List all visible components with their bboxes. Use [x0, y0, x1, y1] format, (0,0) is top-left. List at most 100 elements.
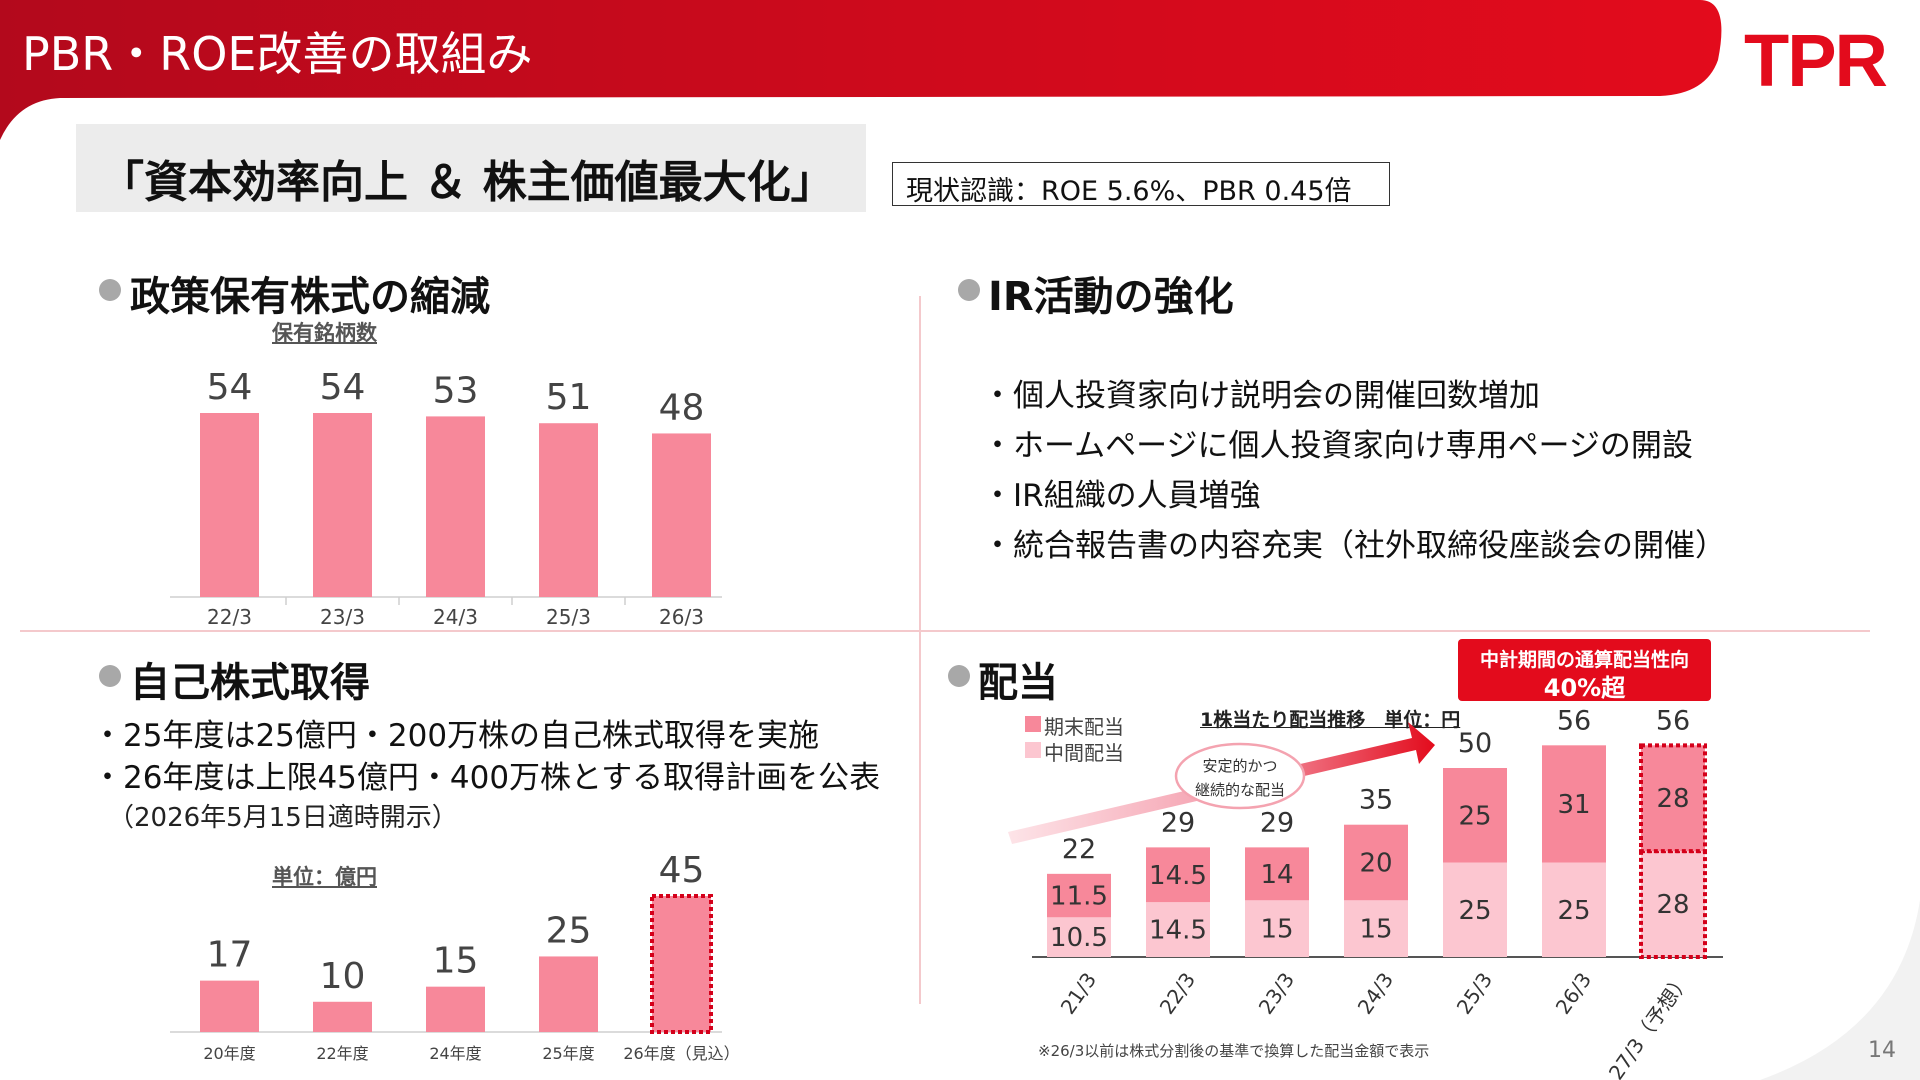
data-label: 25	[546, 910, 592, 951]
data-label: 54	[207, 367, 253, 408]
holdings-title: 政策保有株式の縮減	[130, 274, 490, 320]
bar-interim	[1542, 862, 1606, 957]
holdings-chart: 54 22/3 54 23/3 53 24/3 51 25/3 48 26/3	[170, 367, 722, 629]
status-box	[892, 162, 1390, 206]
status-text: 現状認識：ROE 5.6%、PBR 0.45倍	[906, 176, 1352, 207]
final-label: 28	[1656, 784, 1689, 814]
bar	[200, 413, 259, 597]
tick-label: 24/3	[433, 605, 478, 629]
slogan-box	[76, 124, 866, 212]
bar	[652, 433, 711, 597]
interim-label: 25	[1458, 896, 1491, 926]
bullet-dot	[99, 665, 121, 687]
interim-label: 15	[1359, 915, 1392, 945]
ir-item: ・統合報告書の内容充実（社外取締役座談会の開催）	[982, 528, 1726, 564]
arrow-text-line2: 継続的な配当	[1195, 781, 1285, 799]
buyback-unit: 単位：億円	[272, 865, 377, 889]
bar-interim	[1047, 917, 1111, 957]
tick-label: 26/3	[1551, 968, 1596, 1019]
total-label: 22	[1062, 834, 1096, 865]
legend-interim-swatch	[1025, 742, 1041, 758]
total-label: 29	[1161, 807, 1195, 838]
bar-final	[1245, 847, 1309, 901]
arrow-callout	[1174, 742, 1306, 810]
holdings-sublabel: 保有銘柄数	[272, 321, 377, 345]
bar-final	[1047, 873, 1111, 918]
ir-item: ・IR組織の人員増強	[982, 478, 1261, 514]
ir-item: ・個人投資家向け説明会の開催回数増加	[982, 378, 1540, 414]
bar	[539, 423, 598, 597]
tick-label: 22/3	[207, 605, 252, 629]
bar-final	[1344, 824, 1408, 901]
total-label: 29	[1260, 807, 1294, 838]
total-label: 35	[1359, 785, 1393, 816]
total-label: 56	[1557, 705, 1591, 736]
data-label: 15	[433, 941, 479, 982]
interim-label: 28	[1656, 890, 1689, 920]
buyback-title: 自己株式取得	[130, 660, 370, 706]
tick-label: 22/3	[1155, 968, 1200, 1019]
bullet-dot	[948, 665, 970, 687]
tick-label: 21/3	[1056, 968, 1101, 1019]
final-label: 25	[1458, 801, 1491, 831]
final-label: 14	[1260, 860, 1293, 890]
total-label: 56	[1656, 705, 1690, 736]
bar	[313, 1001, 372, 1032]
bar-interim	[1344, 900, 1408, 957]
bar-final	[1639, 743, 1707, 854]
final-label: 14.5	[1149, 861, 1207, 891]
tick-label: 27/3（予想）	[1604, 968, 1695, 1080]
bar	[313, 413, 372, 597]
interim-label: 15	[1260, 915, 1293, 945]
data-label: 51	[546, 377, 592, 418]
page-title: PBR・ROE改善の取組み	[22, 27, 533, 81]
tick-label: 24/3	[1353, 968, 1398, 1019]
tick-label: 25/3	[1452, 968, 1497, 1019]
divider-horizontal	[20, 630, 1870, 632]
final-label: 20	[1359, 849, 1392, 879]
buyback-line: ・26年度は上限45億円・400万株とする取得計画を公表	[92, 760, 881, 796]
total-label: 50	[1458, 728, 1492, 759]
payout-target-box	[1458, 639, 1711, 701]
arrow-text-line1: 安定的かつ	[1202, 757, 1277, 775]
interim-label: 25	[1557, 896, 1590, 926]
data-label: 53	[433, 370, 479, 411]
bar-interim	[1245, 900, 1309, 957]
tick-label: 26/3	[659, 605, 704, 629]
payout-target-label: 中計期間の通算配当性向	[1479, 649, 1689, 671]
data-label: 10	[320, 956, 366, 997]
final-label: 31	[1557, 790, 1590, 820]
buyback-chart: 17 20年度 10 22年度 15 24年度 25 25年度 45 26年度（見込）	[170, 850, 740, 1063]
data-label: 45	[659, 850, 705, 891]
bar-interim	[1146, 902, 1210, 957]
legend-final-swatch	[1025, 716, 1041, 732]
bullet-dot	[99, 279, 121, 301]
data-label: 54	[320, 367, 366, 408]
bar	[539, 956, 598, 1032]
bar-final	[1146, 847, 1210, 903]
bar	[650, 894, 713, 1034]
final-label: 11.5	[1050, 882, 1108, 912]
tick-label: 25年度	[542, 1044, 594, 1063]
tick-label: 23/3	[320, 605, 365, 629]
tpr-logo: TPR	[1744, 19, 1888, 102]
interim-label: 10.5	[1050, 923, 1108, 953]
page-number: 14	[1868, 1038, 1896, 1063]
ir-title: IR活動の強化	[988, 274, 1234, 320]
bar-interim	[1443, 862, 1507, 957]
bar	[426, 986, 485, 1032]
ir-item: ・ホームページに個人投資家向け専用ページの開設	[982, 428, 1693, 464]
corner-swoosh	[1760, 900, 1920, 1080]
divider-vertical	[919, 296, 921, 1004]
tick-label: 25/3	[546, 605, 591, 629]
dividend-chart-label: 1株当たり配当推移 単位：円	[1200, 709, 1461, 731]
bar-final	[1542, 745, 1606, 863]
tick-label: 26年度（見込）	[623, 1044, 739, 1063]
data-label: 17	[207, 935, 253, 976]
bullet-dot	[958, 279, 980, 301]
tick-label: 22年度	[316, 1044, 368, 1063]
data-label: 48	[659, 387, 705, 428]
legend-final-label: 期末配当	[1044, 715, 1124, 739]
header-banner	[0, 0, 1722, 140]
